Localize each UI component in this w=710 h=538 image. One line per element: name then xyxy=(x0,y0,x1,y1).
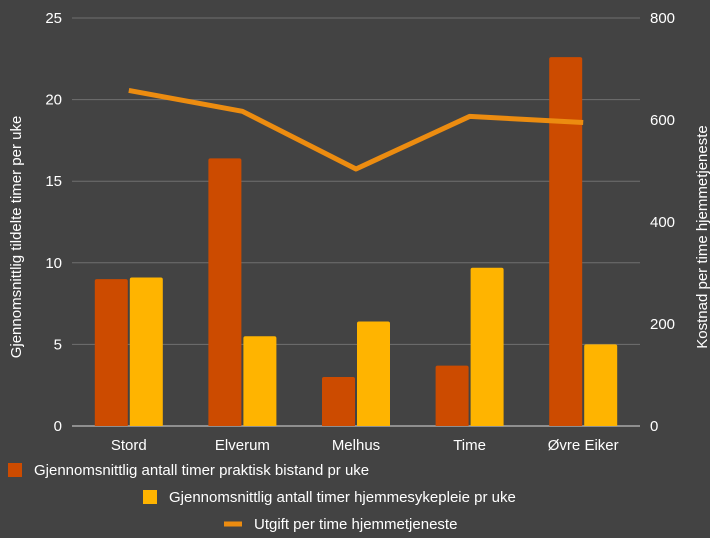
y-left-tick-label: 15 xyxy=(45,173,62,190)
x-tick-label: Melhus xyxy=(332,437,380,454)
legend-label: Gjennomsnittlig antall timer praktisk bi… xyxy=(34,462,369,479)
y-left-tick-label: 0 xyxy=(54,418,62,435)
x-tick-label: Stord xyxy=(111,437,147,454)
x-tick-label: Time xyxy=(453,437,486,454)
y-right-tick-label: 200 xyxy=(650,316,675,333)
legend-label: Utgift per time hjemmetjeneste xyxy=(254,516,457,533)
bar-series xyxy=(94,57,618,427)
bar-series-2-1 xyxy=(243,336,277,426)
legend-label: Gjennomsnittlig antall timer hjemmesykep… xyxy=(169,489,516,506)
y-right-tick-label: 600 xyxy=(650,112,675,129)
y-left-axis-title: Gjennomsnittlig tildelte timer per uke xyxy=(8,116,25,359)
line-series xyxy=(128,87,584,172)
bar-series-1-2 xyxy=(322,377,355,426)
y-right-tick-label: 0 xyxy=(650,418,658,435)
line-series-path xyxy=(128,87,584,172)
y-right-tick-label: 800 xyxy=(650,10,675,27)
y-left-tick-label: 10 xyxy=(45,255,62,272)
legend-swatch xyxy=(143,490,157,504)
y-right-axis-title: Kostnad per time hjemmetjeneste xyxy=(694,125,710,348)
bar-series-2-0 xyxy=(129,277,163,426)
x-tick-label: Øvre Eiker xyxy=(548,437,619,454)
bar-series-1-1 xyxy=(208,158,242,427)
y-right-tick-label: 400 xyxy=(650,214,675,231)
y-left-tick-label: 20 xyxy=(45,92,62,109)
legend-swatch xyxy=(8,463,22,477)
bar-series-2-2 xyxy=(357,321,390,426)
legend: Gjennomsnittlig antall timer praktisk bi… xyxy=(8,462,516,533)
bar-series-1-0 xyxy=(94,279,128,426)
x-tick-label: Elverum xyxy=(215,437,270,454)
y-left-tick-label: 25 xyxy=(45,10,62,27)
bar-series-2-3 xyxy=(470,267,504,426)
axes: 0 5 10 15 20 25 0 200 400 600 800 Stord Elverum Melhu… xyxy=(8,10,710,454)
bar-series-1-3 xyxy=(435,365,469,426)
y-left-tick-label: 5 xyxy=(54,336,62,353)
bar-series-2-4 xyxy=(584,344,618,426)
bar-series-1-4 xyxy=(549,57,583,426)
